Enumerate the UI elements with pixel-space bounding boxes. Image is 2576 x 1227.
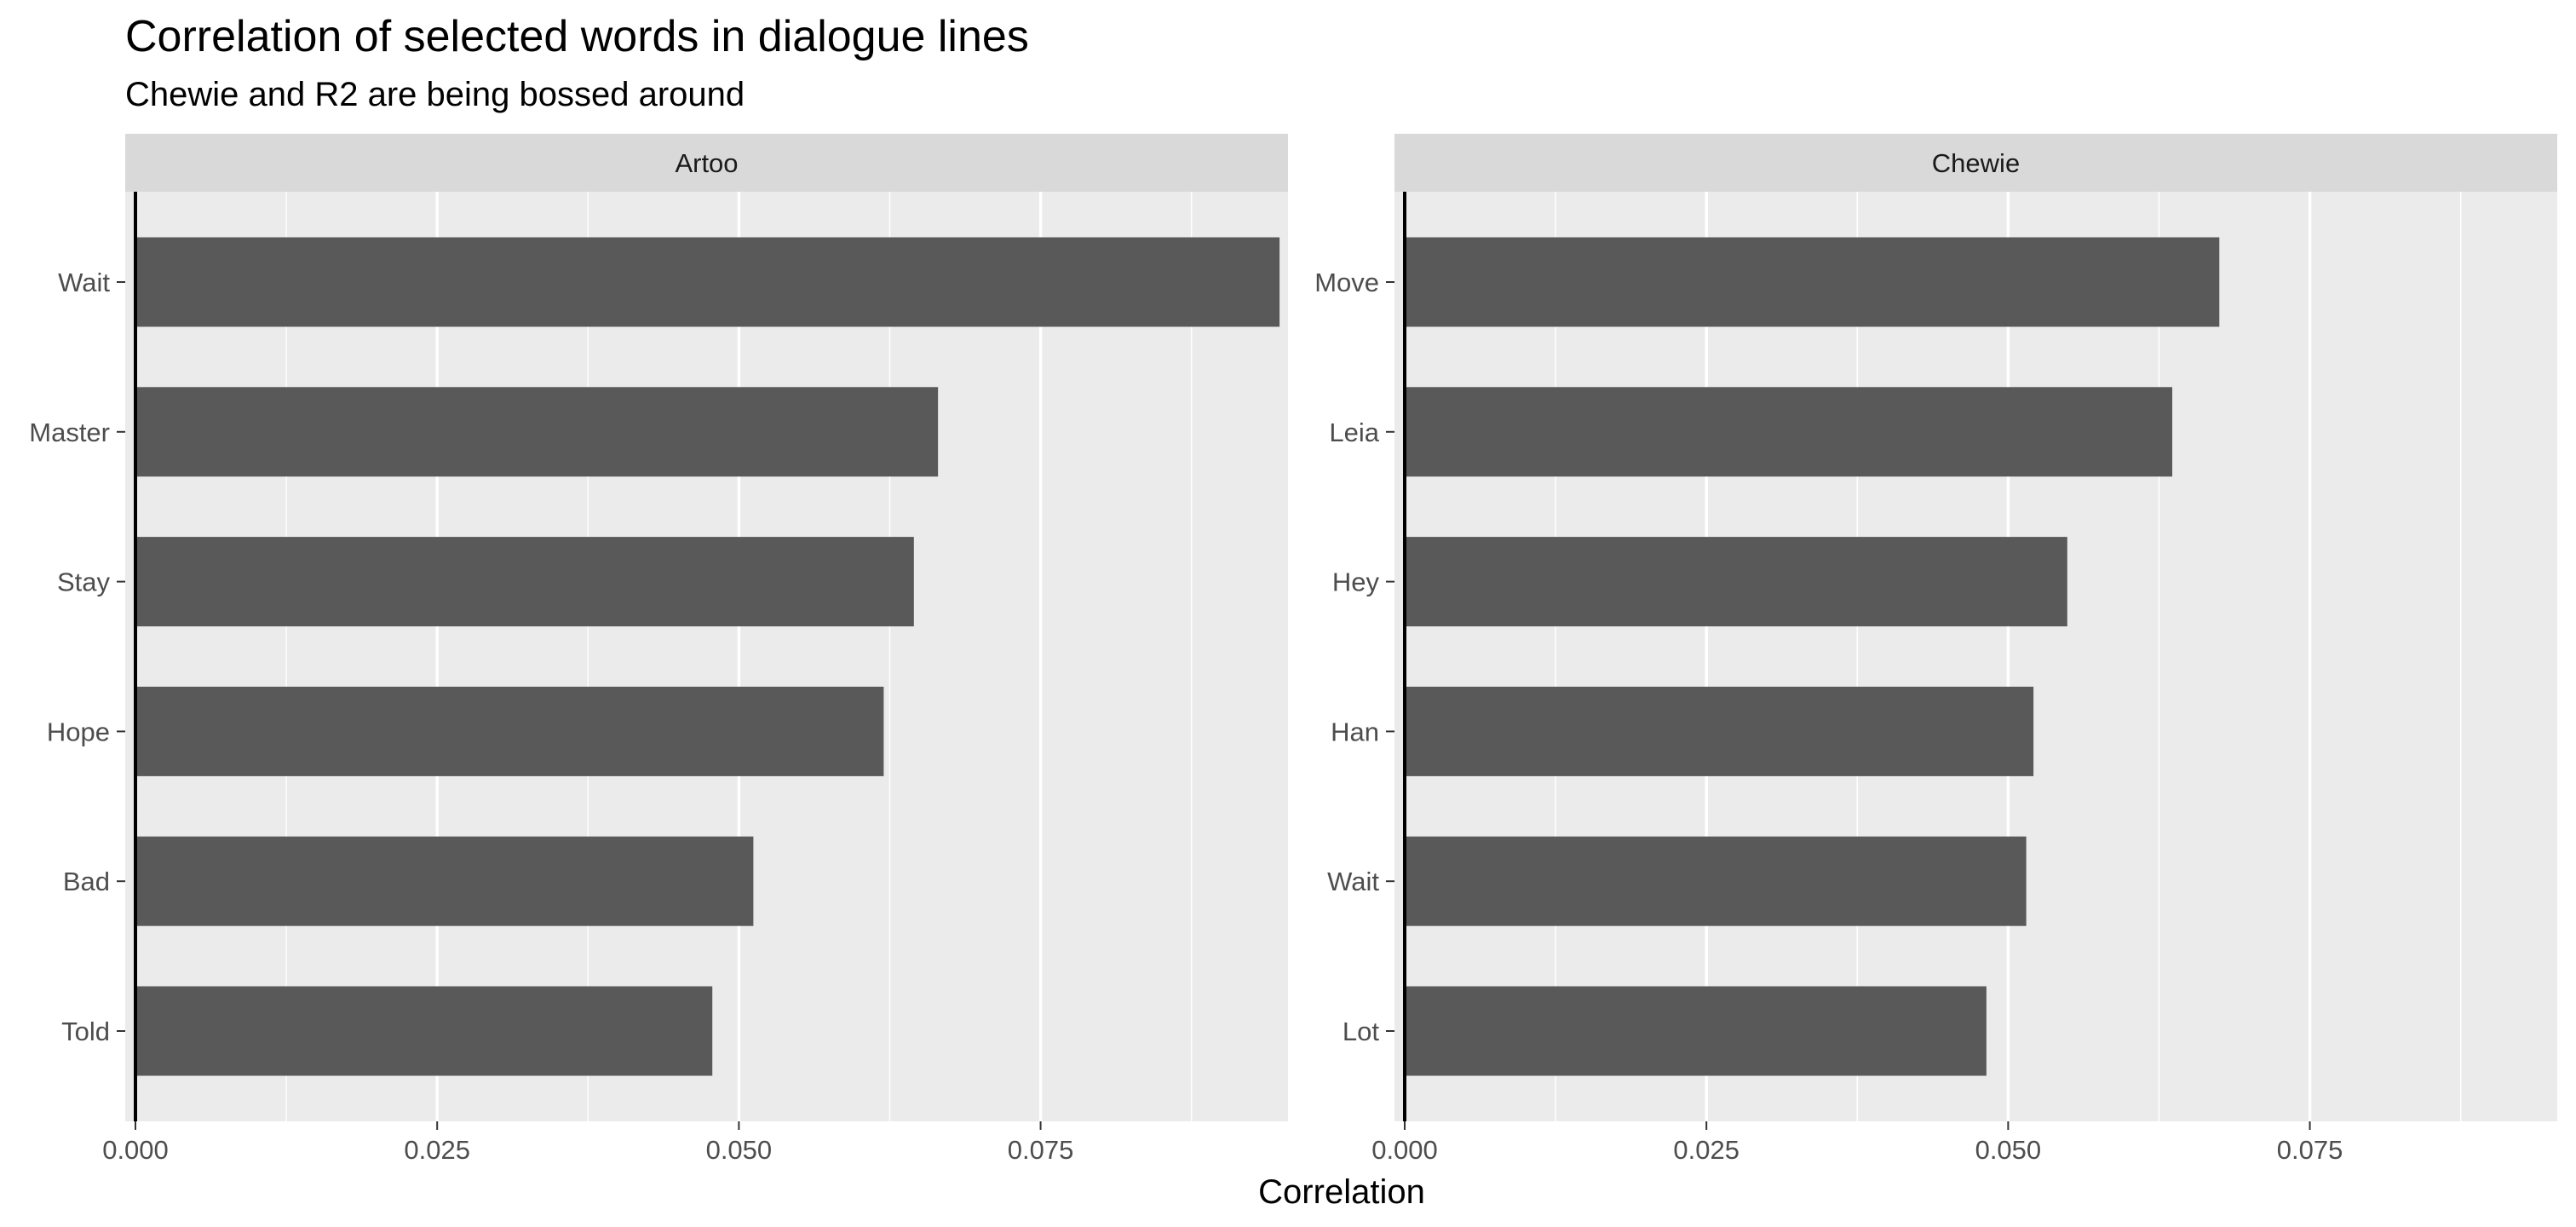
x-axis-title: Correlation bbox=[1258, 1173, 1425, 1211]
bar-master bbox=[135, 387, 939, 477]
bar-wait bbox=[1405, 836, 2027, 926]
y-tick-label: Stay bbox=[57, 567, 111, 597]
bar-bad bbox=[135, 836, 754, 926]
chart-title: Correlation of selected words in dialogu… bbox=[125, 12, 1029, 61]
x-tick-label: 0.000 bbox=[102, 1135, 169, 1165]
facet-strip-label: Chewie bbox=[1932, 148, 2020, 178]
x-tick-label: 0.000 bbox=[1371, 1135, 1438, 1165]
y-tick-label: Move bbox=[1314, 268, 1379, 297]
x-tick-label: 0.075 bbox=[1008, 1135, 1074, 1165]
y-tick-label: Hope bbox=[47, 717, 110, 746]
y-tick-label: Wait bbox=[1327, 867, 1379, 896]
bar-wait bbox=[135, 237, 1280, 327]
bar-lot bbox=[1405, 986, 1987, 1076]
bar-leia bbox=[1405, 387, 2173, 477]
panel-chewie: Chewie 0.000 0.025 0.050 0.075 Move Leia Hey Han… bbox=[1314, 134, 2557, 1165]
facet-strip bbox=[1394, 134, 2557, 192]
y-tick-label: Lot bbox=[1343, 1017, 1379, 1046]
bar-hope bbox=[135, 686, 884, 776]
x-tick-label: 0.025 bbox=[1673, 1135, 1739, 1165]
facet-strip-label: Artoo bbox=[675, 148, 738, 178]
x-tick-label: 0.050 bbox=[1975, 1135, 2042, 1165]
y-tick-label: Wait bbox=[58, 268, 110, 297]
y-tick-label: Master bbox=[29, 418, 110, 447]
bar-han bbox=[1405, 686, 2034, 776]
panel-background bbox=[125, 192, 1288, 1121]
y-tick-label: Bad bbox=[63, 867, 110, 896]
y-tick-label: Han bbox=[1331, 717, 1379, 746]
bar-stay bbox=[135, 537, 914, 627]
x-tick-label: 0.075 bbox=[2277, 1135, 2343, 1165]
y-tick-label: Told bbox=[61, 1017, 110, 1046]
facet-panels: Artoo 0.000 0.025 0.050 0.075 Wait Master Stay H… bbox=[29, 134, 2557, 1165]
x-tick-label: 0.050 bbox=[706, 1135, 773, 1165]
x-tick-label: 0.025 bbox=[404, 1135, 470, 1165]
chart-subtitle: Chewie and R2 are being bossed around bbox=[125, 76, 745, 113]
y-tick-label: Leia bbox=[1329, 418, 1379, 447]
bar-move bbox=[1405, 237, 2220, 327]
bar-hey bbox=[1405, 537, 2067, 627]
y-tick-label: Hey bbox=[1332, 567, 1380, 597]
panel-artoo: Artoo 0.000 0.025 0.050 0.075 Wait Master Stay H… bbox=[29, 134, 1288, 1165]
facet-strip bbox=[125, 134, 1288, 192]
bar-told bbox=[135, 986, 713, 1076]
panel-background bbox=[1394, 192, 2557, 1121]
